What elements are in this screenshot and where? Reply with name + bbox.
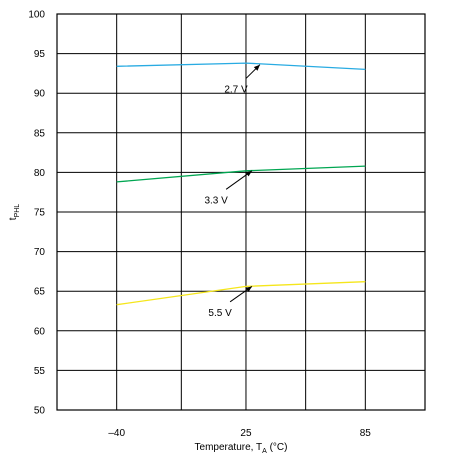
annotation-label: 2.7 V [224, 84, 248, 95]
annotation-label: 5.5 V [208, 308, 232, 319]
plot-frame [56, 13, 426, 411]
annotation-arrowhead [253, 64, 260, 71]
y-axis-title-main: t [8, 217, 19, 220]
y-tick-label: 100 [28, 10, 45, 21]
x-axis-title: Temperature, TA (°C) [195, 442, 288, 455]
x-axis-title-sub: A [262, 448, 267, 455]
y-tick-label: 85 [34, 128, 46, 139]
y-tick-label: 55 [34, 366, 46, 377]
y-tick-label: 65 [34, 287, 46, 298]
series-line [116, 165, 366, 183]
annotation-arrowhead [245, 170, 252, 177]
annotations: 2.7 V 3.3 V 5.5 V [204, 64, 261, 319]
y-tick-label: 95 [34, 49, 46, 60]
y-tick-label: 60 [34, 326, 46, 337]
y-axis-title-sub: PHL [14, 204, 21, 218]
y-axis-title: tPHL [8, 204, 21, 221]
y-tick-label: 80 [34, 168, 46, 179]
x-tick-label: 85 [360, 428, 372, 439]
series-line [116, 62, 366, 71]
x-tick-label: 25 [240, 428, 252, 439]
annotation-label: 3.3 V [204, 195, 228, 206]
y-tick-label: 50 [34, 406, 46, 417]
y-tick-label: 75 [34, 208, 46, 219]
series-lines [116, 62, 366, 306]
grid [57, 14, 425, 410]
y-tick-label: 70 [34, 247, 46, 258]
annotation-arrowhead [245, 286, 252, 293]
tick-labels: 50 55 60 65 70 75 80 85 90 95 100 –40 25 85 [28, 10, 371, 440]
series-line [116, 281, 366, 306]
x-tick-label: –40 [108, 428, 125, 439]
y-tick-label: 90 [34, 89, 46, 100]
x-axis-title-main: Temperature, T [195, 442, 263, 453]
x-axis-title-unit: (°C) [267, 442, 288, 453]
